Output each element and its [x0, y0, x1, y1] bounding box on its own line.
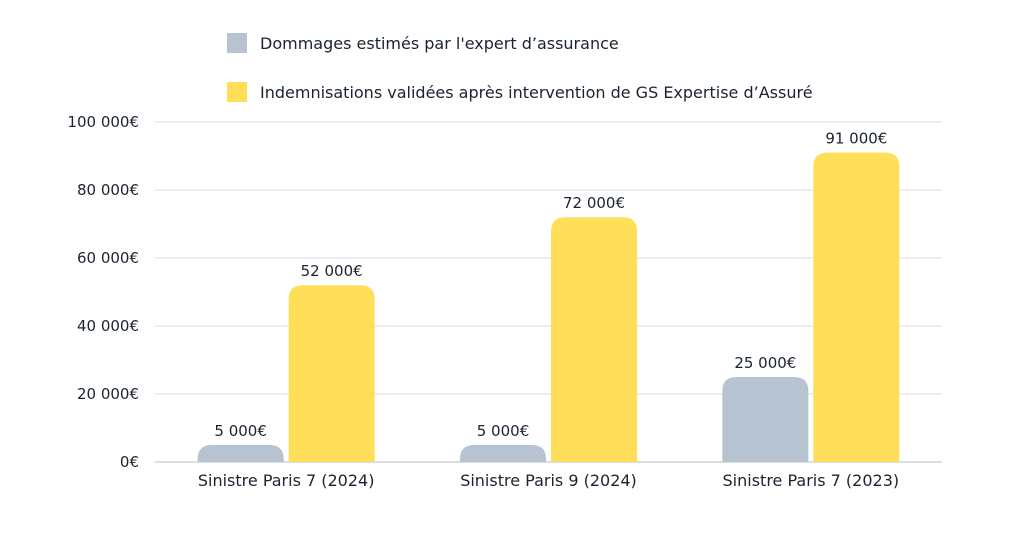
data-label: 5 000€: [214, 422, 267, 440]
bar: [551, 217, 637, 462]
legend-swatch-validated-compensation: [227, 82, 247, 102]
chart-legend: Dommages estimés par l'expert d’assuranc…: [227, 28, 813, 126]
x-category-label: Sinistre Paris 7 (2024): [198, 471, 375, 490]
data-label: 52 000€: [301, 262, 363, 280]
legend-item-validated-compensation: Indemnisations validées après interventi…: [227, 77, 813, 107]
data-label: 25 000€: [734, 354, 796, 372]
data-label: 72 000€: [563, 194, 625, 212]
bar: [197, 445, 284, 462]
x-category-label: Sinistre Paris 9 (2024): [460, 471, 637, 490]
y-tick-label: 20 000€: [77, 385, 139, 403]
data-label: 5 000€: [477, 422, 530, 440]
bar: [460, 445, 546, 462]
bar: [288, 285, 375, 462]
y-tick-label: 80 000€: [77, 181, 139, 199]
legend-swatch-estimated-damages: [227, 33, 247, 53]
x-category-label: Sinistre Paris 7 (2023): [723, 471, 900, 490]
y-tick-label: 60 000€: [77, 249, 139, 267]
bar: [813, 152, 900, 462]
legend-label-validated-compensation: Indemnisations validées après interventi…: [260, 82, 813, 102]
legend-label-estimated-damages: Dommages estimés par l'expert d’assuranc…: [260, 33, 619, 53]
data-label: 91 000€: [825, 130, 887, 148]
y-tick-label: 100 000€: [67, 113, 139, 131]
legend-item-estimated-damages: Dommages estimés par l'expert d’assuranc…: [227, 28, 813, 58]
y-tick-label: 40 000€: [77, 317, 139, 335]
y-tick-label: 0€: [120, 453, 139, 471]
bar: [722, 377, 809, 462]
